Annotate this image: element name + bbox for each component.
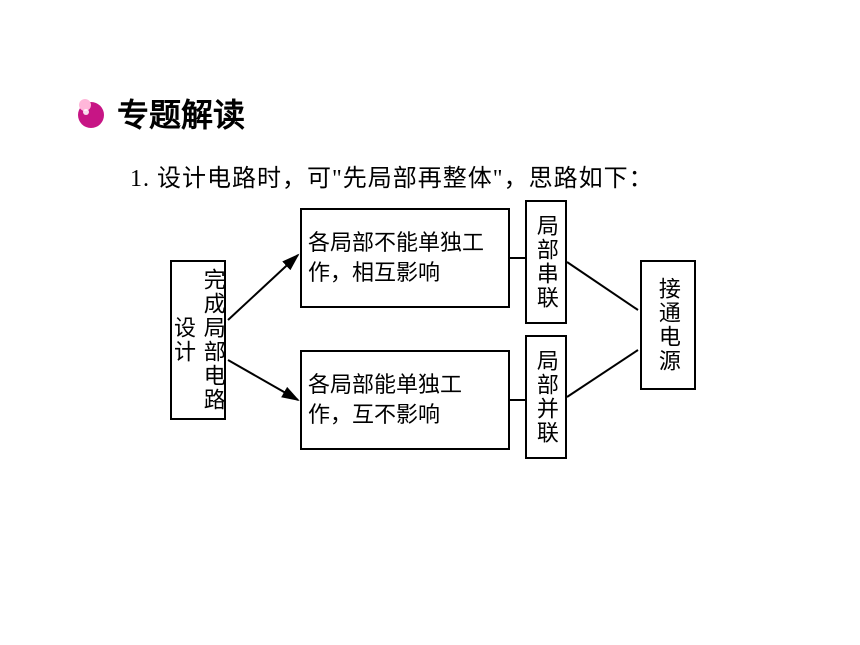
node-start: 完成局部电路设计 xyxy=(170,260,226,420)
node-end: 接通电源 xyxy=(640,260,696,390)
bullet-icon xyxy=(75,97,107,129)
node-cannot-independent: 各局部不能单独工作，相互影响 xyxy=(300,208,510,308)
node-parallel: 局部并联 xyxy=(525,335,567,459)
node-can-independent: 各局部能单独工作，互不影响 xyxy=(300,350,510,450)
intro-text: 1. 设计电路时，可"先局部再整体"，思路如下： xyxy=(130,158,654,193)
section-title: 专题解读 xyxy=(117,90,245,136)
node-series: 局部串联 xyxy=(525,200,567,324)
flowchart: 完成局部电路设计 各局部不能单独工作，相互影响 各局部能单独工作，互不影响 局部… xyxy=(170,200,750,470)
section-header: 专题解读 xyxy=(75,90,245,136)
